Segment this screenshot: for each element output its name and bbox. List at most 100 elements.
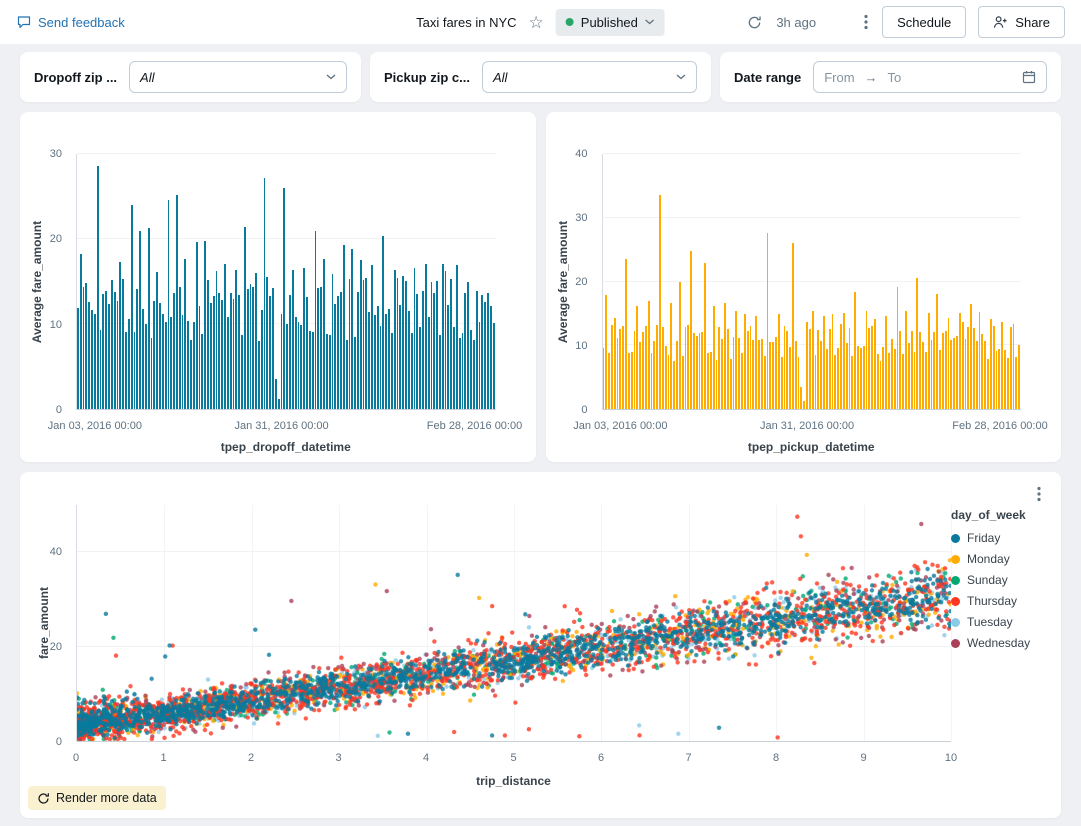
series-dot-icon [951, 617, 960, 627]
bar [769, 342, 772, 409]
x-tick-label: Jan 03, 2016 00:00 [47, 420, 142, 432]
x-tick-label: 1 [160, 752, 167, 764]
y-tick-label: 30 [575, 212, 588, 224]
bar [475, 290, 478, 409]
y-tick-label: 20 [49, 641, 62, 654]
x-tick-label: Feb 28, 2016 00:00 [426, 420, 523, 432]
bar [393, 269, 396, 409]
bar [342, 244, 345, 409]
bar [113, 292, 116, 409]
date-range-input[interactable]: From → To [813, 61, 1047, 93]
bar [167, 199, 170, 409]
schedule-button[interactable]: Schedule [882, 6, 967, 38]
bar [992, 325, 995, 409]
bar [238, 295, 241, 409]
bar [181, 314, 184, 409]
share-button[interactable]: Share [978, 6, 1065, 38]
bar [373, 315, 376, 409]
legend-item-monday[interactable]: Monday [951, 552, 1049, 566]
bar [487, 293, 489, 409]
top-bar: Send feedback Taxi fares in NYC ☆ Publis… [0, 0, 1081, 44]
legend-label: Sunday [967, 573, 1008, 587]
bar [249, 283, 252, 409]
bar [862, 346, 865, 409]
bar [857, 345, 859, 409]
bar [709, 352, 712, 409]
bar [478, 322, 481, 409]
bar [610, 324, 613, 409]
gridline [602, 216, 1021, 218]
dropoff-filter-label: Dropoff zip ... [34, 69, 118, 85]
bar [704, 263, 707, 409]
bar [848, 327, 851, 409]
bar [187, 321, 190, 409]
x-tick-label: 5 [510, 752, 517, 764]
pickup-zip-value: All [492, 69, 508, 85]
bar [627, 353, 630, 409]
bar [724, 303, 726, 409]
bar [967, 327, 970, 409]
refresh-button[interactable] [745, 13, 764, 32]
bar [913, 352, 916, 409]
bar [99, 329, 102, 409]
y-tick-label: 0 [55, 404, 62, 416]
x-axis-ticks: Jan 03, 2016 00:00 Jan 31, 2016 00:00 Fe… [48, 420, 522, 434]
bar [362, 279, 365, 409]
bar [88, 302, 91, 409]
bar [455, 265, 458, 409]
favorite-star-icon[interactable]: ☆ [528, 12, 544, 32]
bar [953, 337, 956, 409]
header-actions: 3h ago Schedule Share [745, 6, 1065, 38]
bar [430, 282, 433, 409]
overflow-menu-button[interactable] [862, 12, 870, 32]
bar [695, 336, 698, 409]
pickup-zip-select[interactable]: All [481, 61, 697, 93]
bar [125, 331, 127, 409]
bar [633, 331, 636, 409]
bar [721, 339, 724, 409]
bar [192, 321, 195, 409]
legend-label: Tuesday [967, 615, 1013, 629]
gridline [602, 344, 1021, 346]
dropoff-zip-select[interactable]: All [129, 61, 347, 93]
render-more-data-button[interactable]: Render more data [28, 786, 166, 810]
bar [334, 304, 337, 409]
y-tick-label: 20 [49, 233, 62, 246]
legend-item-sunday[interactable]: Sunday [951, 573, 1049, 587]
bar [376, 305, 379, 409]
bar [209, 302, 212, 409]
bar [280, 314, 283, 409]
bar [661, 326, 664, 409]
bar [947, 318, 950, 409]
share-person-icon [994, 16, 1007, 28]
bar [664, 346, 667, 409]
bar [325, 333, 328, 409]
chart-overflow-menu-button[interactable] [1031, 484, 1047, 507]
legend-item-tuesday[interactable]: Tuesday [951, 615, 1049, 629]
bar [470, 329, 472, 409]
bar [978, 312, 981, 409]
y-axis-ticks: 40 20 0 [20, 505, 68, 748]
series-dot-icon [951, 554, 960, 564]
bar [729, 358, 732, 409]
bar [854, 291, 857, 409]
bar [416, 293, 419, 409]
legend-item-friday[interactable]: Friday [951, 531, 1049, 545]
bar [130, 205, 133, 409]
legend-item-wednesday[interactable]: Wednesday [951, 636, 1049, 650]
published-status-dropdown[interactable]: Published [555, 8, 665, 36]
x-axis-title: tpep_dropoff_datetime [220, 440, 351, 454]
bar [1004, 349, 1006, 409]
bar [916, 277, 919, 409]
date-to-placeholder: To [887, 69, 902, 85]
bar [96, 165, 99, 409]
x-tick-label: 8 [772, 752, 780, 764]
bar [958, 312, 961, 409]
bar [436, 280, 438, 409]
legend-item-thursday[interactable]: Thursday [951, 594, 1049, 608]
bar [427, 316, 430, 409]
dropoff-zip-value: All [140, 69, 155, 85]
bar [919, 331, 922, 409]
send-feedback-link[interactable]: Send feedback [16, 14, 125, 30]
bar [224, 263, 226, 409]
